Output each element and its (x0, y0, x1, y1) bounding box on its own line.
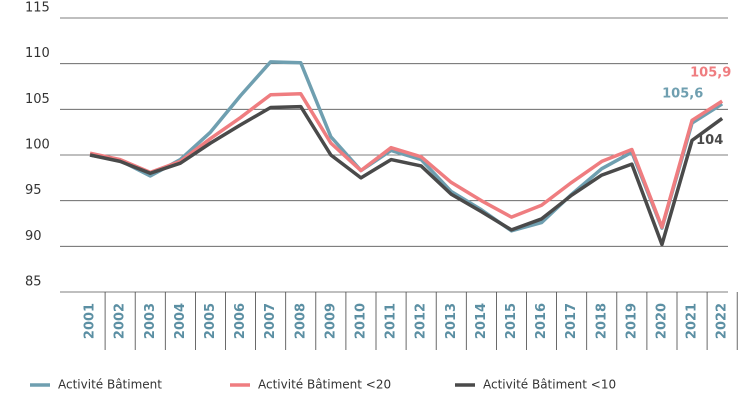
x-tick-label: 2009 (323, 303, 338, 339)
y-tick-label: 105 (25, 92, 50, 107)
x-tick-label: 2003 (143, 303, 158, 339)
x-tick-label: 2001 (83, 303, 98, 339)
x-tick-label: 2021 (685, 303, 700, 339)
legend-label: Activité Bâtiment <20 (258, 378, 391, 392)
x-tick-label: 2011 (384, 303, 399, 339)
x-tick-label: 2012 (414, 303, 429, 339)
x-tick-label: 2010 (353, 303, 368, 339)
legend-label: Activité Bâtiment <10 (483, 378, 616, 392)
y-tick-label: 110 (25, 46, 50, 61)
x-tick-label: 2015 (504, 303, 519, 339)
x-tick-label: 2002 (113, 303, 128, 339)
y-tick-label: 85 (25, 275, 42, 290)
x-tick-label: 2017 (564, 303, 579, 339)
y-tick-label: 90 (25, 229, 42, 244)
value-label: 104 (696, 133, 723, 148)
x-tick-label: 2006 (233, 303, 248, 339)
y-tick-label: 95 (25, 183, 42, 198)
x-tick-label: 2014 (474, 303, 489, 339)
x-tick-label: 2007 (263, 303, 278, 339)
y-tick-label: 100 (25, 138, 50, 153)
x-tick-label: 2005 (203, 303, 218, 339)
y-tick-label: 115 (25, 1, 50, 16)
x-tick-label: 2018 (594, 303, 609, 339)
x-tick-label: 2013 (444, 303, 459, 339)
x-tick-label: 2019 (624, 303, 639, 339)
value-label: 105,9 (690, 66, 731, 81)
x-tick-label: 2020 (654, 303, 669, 339)
series-line (89, 92, 724, 229)
legend-label: Activité Bâtiment (58, 378, 162, 392)
x-tick-label: 2022 (715, 303, 730, 339)
series-line (89, 60, 724, 233)
x-tick-label: 2016 (534, 303, 549, 339)
x-tick-label: 2008 (293, 303, 308, 339)
series-line (89, 104, 724, 247)
value-label: 105,6 (662, 86, 703, 101)
x-tick-label: 2004 (173, 303, 188, 339)
